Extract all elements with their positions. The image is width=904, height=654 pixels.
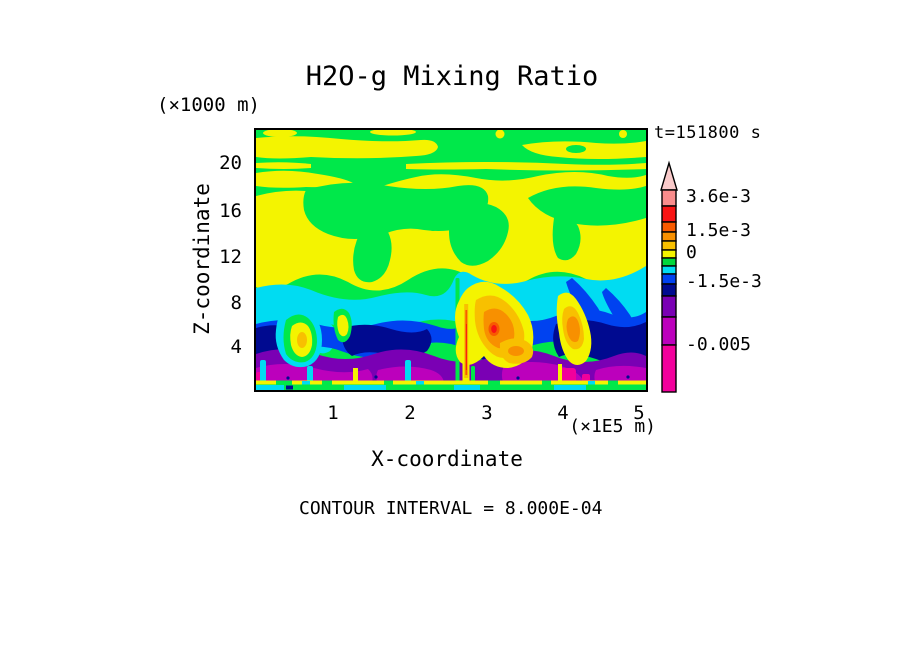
x-axis-label: X-coordinate — [371, 447, 523, 471]
contour-interval-note: CONTOUR INTERVAL = 8.000E-04 — [299, 498, 603, 519]
colorbar-segment — [661, 249, 677, 259]
y-tick-label: 4 — [230, 336, 242, 358]
plot-area — [254, 128, 648, 392]
colorbar — [660, 160, 678, 393]
x-tick-label: 3 — [481, 402, 493, 424]
colorbar-segment — [661, 265, 677, 275]
x-axis-units-label: (×1E5 m) — [569, 416, 656, 437]
colorbar-segment — [661, 189, 677, 207]
colorbar-value-label: -0.005 — [686, 334, 752, 355]
colorbar-segment — [661, 240, 677, 251]
colorbar-value-label: 1.5e-3 — [686, 220, 752, 241]
colorbar-segment — [661, 205, 677, 223]
y-tick-label: 12 — [219, 246, 242, 268]
y-tick-label: 20 — [219, 152, 242, 174]
x-tick-label: 5 — [633, 402, 645, 424]
colorbar-segment — [661, 273, 677, 285]
y-tick-label: 8 — [230, 292, 242, 314]
x-tick-label: 1 — [327, 402, 339, 424]
colorbar-segment — [661, 283, 677, 297]
colorbar-segment — [661, 231, 677, 242]
colorbar-value-label: -1.5e-3 — [686, 271, 762, 292]
time-annotation: t=151800 s — [654, 123, 762, 143]
colorbar-value-label: 0 — [686, 242, 697, 263]
colorbar-segment — [661, 221, 677, 233]
y-tick-label: 16 — [219, 200, 242, 222]
x-tick-label: 2 — [404, 402, 416, 424]
colorbar-segment — [661, 295, 677, 318]
chart-title: H2O-g Mixing Ratio — [305, 61, 599, 92]
x-tick-label: 4 — [557, 402, 569, 424]
colorbar-segment — [661, 316, 677, 346]
colorbar-value-label: 3.6e-3 — [686, 186, 752, 207]
colorbar-overflow-arrow — [660, 160, 678, 191]
colorbar-segment — [661, 257, 677, 267]
colorbar-segment — [661, 344, 677, 393]
y-axis-units-label: (×1000 m) — [157, 94, 260, 116]
contour-field — [256, 128, 646, 390]
